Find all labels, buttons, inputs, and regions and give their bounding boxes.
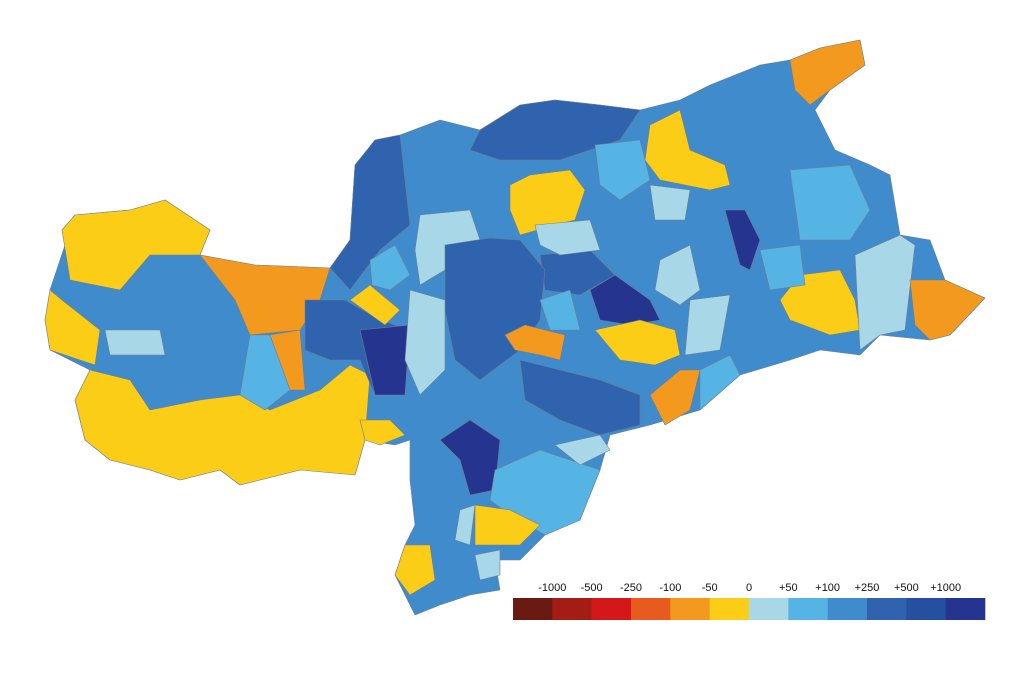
region (519, 359, 641, 436)
legend-label: -50 (702, 582, 718, 594)
region (554, 434, 611, 466)
region (239, 334, 291, 411)
region (594, 319, 681, 366)
region (789, 39, 866, 106)
region (504, 324, 566, 361)
region (589, 274, 661, 326)
region (359, 324, 411, 396)
region (74, 364, 371, 486)
legend-label: +100 (815, 582, 840, 594)
region (369, 244, 411, 291)
legend-swatch (513, 598, 553, 620)
region (534, 219, 601, 256)
legend-swatch (827, 598, 868, 620)
legend-label: +50 (779, 582, 798, 594)
legend-swatch (867, 598, 907, 620)
region (684, 294, 731, 356)
legend-swatch (788, 598, 828, 620)
region (649, 184, 691, 221)
region (649, 369, 701, 426)
legend-label: -100 (659, 582, 681, 594)
legend-swatch (749, 598, 789, 620)
region (474, 549, 501, 581)
region (61, 199, 211, 291)
regions (44, 39, 986, 616)
legend-label: +250 (855, 582, 880, 594)
legend-label: +500 (894, 582, 919, 594)
legend-label: -250 (620, 582, 642, 594)
legend-label: 0 (746, 582, 752, 594)
region (359, 419, 406, 446)
region (404, 289, 446, 396)
region (104, 329, 166, 356)
region (779, 269, 861, 336)
legend: -1000 -500 -250 -100 -50 0 +50 +100 +250 +500 +100… (513, 582, 986, 620)
region (454, 504, 476, 546)
legend-swatch (552, 598, 592, 620)
region (509, 169, 586, 236)
region (644, 109, 731, 191)
region (724, 209, 761, 271)
legend-swatch (591, 598, 632, 620)
region (759, 244, 806, 291)
legend-label: +1000 (930, 582, 961, 594)
region (349, 284, 401, 326)
region (909, 279, 986, 341)
legend-label: -500 (581, 582, 603, 594)
region (854, 234, 916, 351)
region (474, 504, 541, 546)
legend-swatch (670, 598, 710, 620)
legend-swatch (709, 598, 750, 620)
region (594, 139, 651, 201)
legend-swatch (945, 598, 986, 620)
region (394, 544, 436, 596)
region (699, 354, 741, 411)
region (654, 244, 701, 306)
region (329, 134, 411, 291)
legend-swatch (631, 598, 671, 620)
region (44, 289, 101, 366)
region (789, 164, 871, 241)
legend-swatch (906, 598, 946, 620)
legend-label: -1000 (538, 582, 566, 594)
region (539, 289, 581, 331)
